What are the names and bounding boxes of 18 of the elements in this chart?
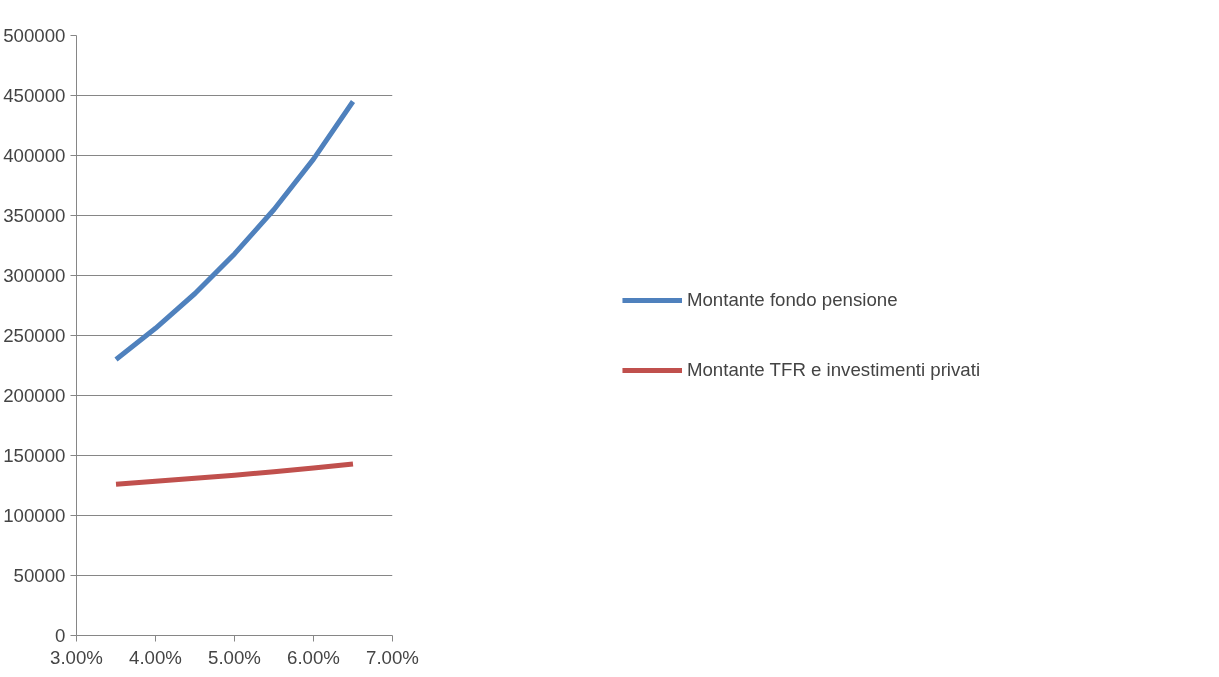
x-tick-label: 4.00% <box>129 646 182 668</box>
y-tick-label: 400000 <box>3 145 66 166</box>
legend-label: Montante TFR e investimenti privati <box>686 358 981 382</box>
x-tick-label: 7.00% <box>366 646 419 668</box>
x-tick-label: 6.00% <box>287 646 340 668</box>
y-tick-label: 150000 <box>3 445 66 466</box>
y-tick-label: 200000 <box>3 385 66 406</box>
x-tick-label: 5.00% <box>208 646 261 668</box>
y-tick-label: 300000 <box>3 265 66 286</box>
y-tick-label: 450000 <box>3 85 66 106</box>
legend-label: Montante fondo pensione <box>686 288 899 312</box>
y-tick-label: 350000 <box>3 205 66 226</box>
y-tick-label: 50000 <box>13 565 66 586</box>
y-tick-label: 0 <box>55 625 66 646</box>
y-tick-label: 500000 <box>3 25 66 46</box>
y-tick-label: 100000 <box>3 505 66 526</box>
y-tick-label: 250000 <box>3 325 66 346</box>
x-tick-label: 3.00% <box>50 646 103 668</box>
